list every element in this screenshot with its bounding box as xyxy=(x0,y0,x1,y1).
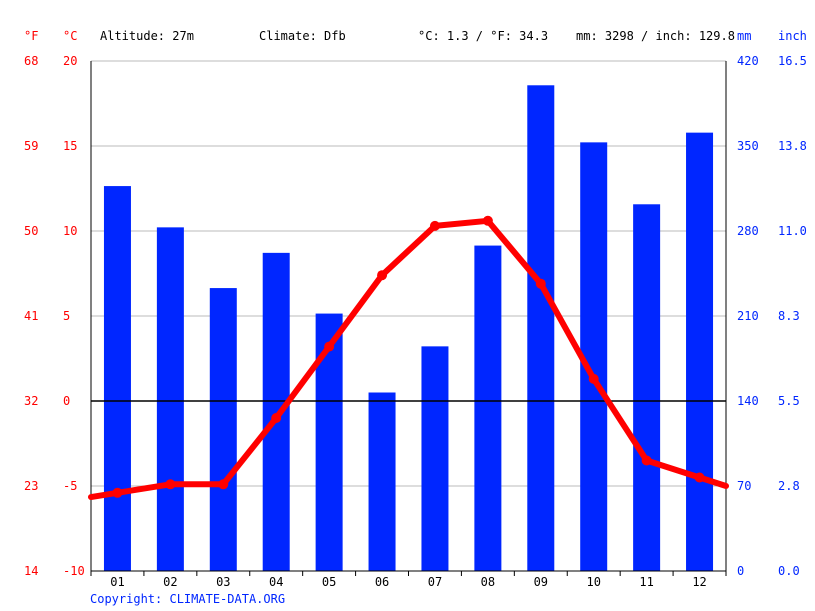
mm-tick-label: 140 xyxy=(737,394,759,408)
temperature-point xyxy=(112,487,123,498)
precipitation-bar xyxy=(421,346,449,571)
fahrenheit-tick-label: 68 xyxy=(24,54,38,68)
altitude-label: Altitude: 27m xyxy=(100,29,194,43)
total-precipitation-label: mm: 3298 / inch: 129.8 xyxy=(576,29,735,43)
climate-label: Climate: Dfb xyxy=(259,29,346,43)
x-tick-label: 10 xyxy=(586,575,600,589)
x-tick-label: 07 xyxy=(428,575,442,589)
temperature-point xyxy=(535,278,546,289)
temperature-point xyxy=(482,215,493,226)
fahrenheit-tick-label: 50 xyxy=(24,224,38,238)
precipitation-bar xyxy=(686,132,714,571)
x-tick-label: 02 xyxy=(163,575,177,589)
mm-tick-label: 350 xyxy=(737,139,759,153)
fahrenheit-tick-label: 14 xyxy=(24,564,38,578)
temperature-point xyxy=(694,472,705,483)
x-tick-label: 01 xyxy=(110,575,124,589)
mm-tick-label: 280 xyxy=(737,224,759,238)
temperature-point xyxy=(588,373,599,384)
celsius-tick-label: 10 xyxy=(63,224,77,238)
celsius-tick-label: -10 xyxy=(63,564,85,578)
precipitation-bar xyxy=(103,186,131,572)
celsius-tick-label: 5 xyxy=(63,309,70,323)
temperature-point xyxy=(165,479,176,490)
fahrenheit-tick-label: 41 xyxy=(24,309,38,323)
x-tick-label: 12 xyxy=(692,575,706,589)
precipitation-bar xyxy=(527,85,555,572)
x-tick-label: 09 xyxy=(534,575,548,589)
x-tick-label: 04 xyxy=(269,575,283,589)
precipitation-bar xyxy=(315,313,343,571)
mm-tick-label: 70 xyxy=(737,479,751,493)
precipitation-bar xyxy=(209,288,237,571)
celsius-tick-label: 0 xyxy=(63,394,70,408)
mm-tick-label: 210 xyxy=(737,309,759,323)
temperature-point xyxy=(429,220,440,231)
inch-tick-label: 11.0 xyxy=(778,224,807,238)
precipitation-bar xyxy=(474,245,502,572)
avg-temperature-label: °C: 1.3 / °F: 34.3 xyxy=(418,29,549,43)
temperature-point xyxy=(271,413,282,423)
temperature-point xyxy=(641,455,652,466)
unit-celsius-label: °C xyxy=(63,29,78,43)
inch-tick-label: 0.0 xyxy=(778,564,800,578)
celsius-tick-label: 15 xyxy=(63,139,77,153)
inch-tick-label: 8.3 xyxy=(778,309,800,323)
temperature-point xyxy=(218,479,229,490)
x-tick-label: 08 xyxy=(481,575,495,589)
x-tick-label: 06 xyxy=(375,575,389,589)
celsius-tick-label: -5 xyxy=(63,479,77,493)
x-tick-label: 03 xyxy=(216,575,230,589)
precipitation-bar xyxy=(368,392,396,571)
temperature-point xyxy=(377,270,388,281)
celsius-tick-label: 20 xyxy=(63,54,77,68)
copyright-link[interactable]: Copyright: CLIMATE-DATA.ORG xyxy=(90,592,286,606)
precipitation-bar xyxy=(633,204,661,572)
fahrenheit-tick-label: 59 xyxy=(24,139,38,153)
x-tick-label: 05 xyxy=(322,575,336,589)
inch-tick-label: 2.8 xyxy=(778,479,800,493)
fahrenheit-tick-label: 32 xyxy=(24,394,38,408)
mm-tick-label: 420 xyxy=(737,54,759,68)
inch-tick-label: 16.5 xyxy=(778,54,807,68)
precipitation-bar xyxy=(262,252,290,571)
unit-inch-label: inch xyxy=(778,29,807,43)
mm-tick-label: 0 xyxy=(737,564,744,578)
inch-tick-label: 13.8 xyxy=(778,139,807,153)
temperature-line xyxy=(88,217,729,501)
unit-mm-label: mm xyxy=(737,29,752,43)
temperature-point xyxy=(324,341,335,352)
inch-tick-label: 5.5 xyxy=(778,394,800,408)
fahrenheit-tick-label: 23 xyxy=(24,479,38,493)
precipitation-bar xyxy=(156,227,184,571)
unit-fahrenheit-label: °F xyxy=(24,29,39,43)
x-tick-label: 11 xyxy=(639,575,653,589)
